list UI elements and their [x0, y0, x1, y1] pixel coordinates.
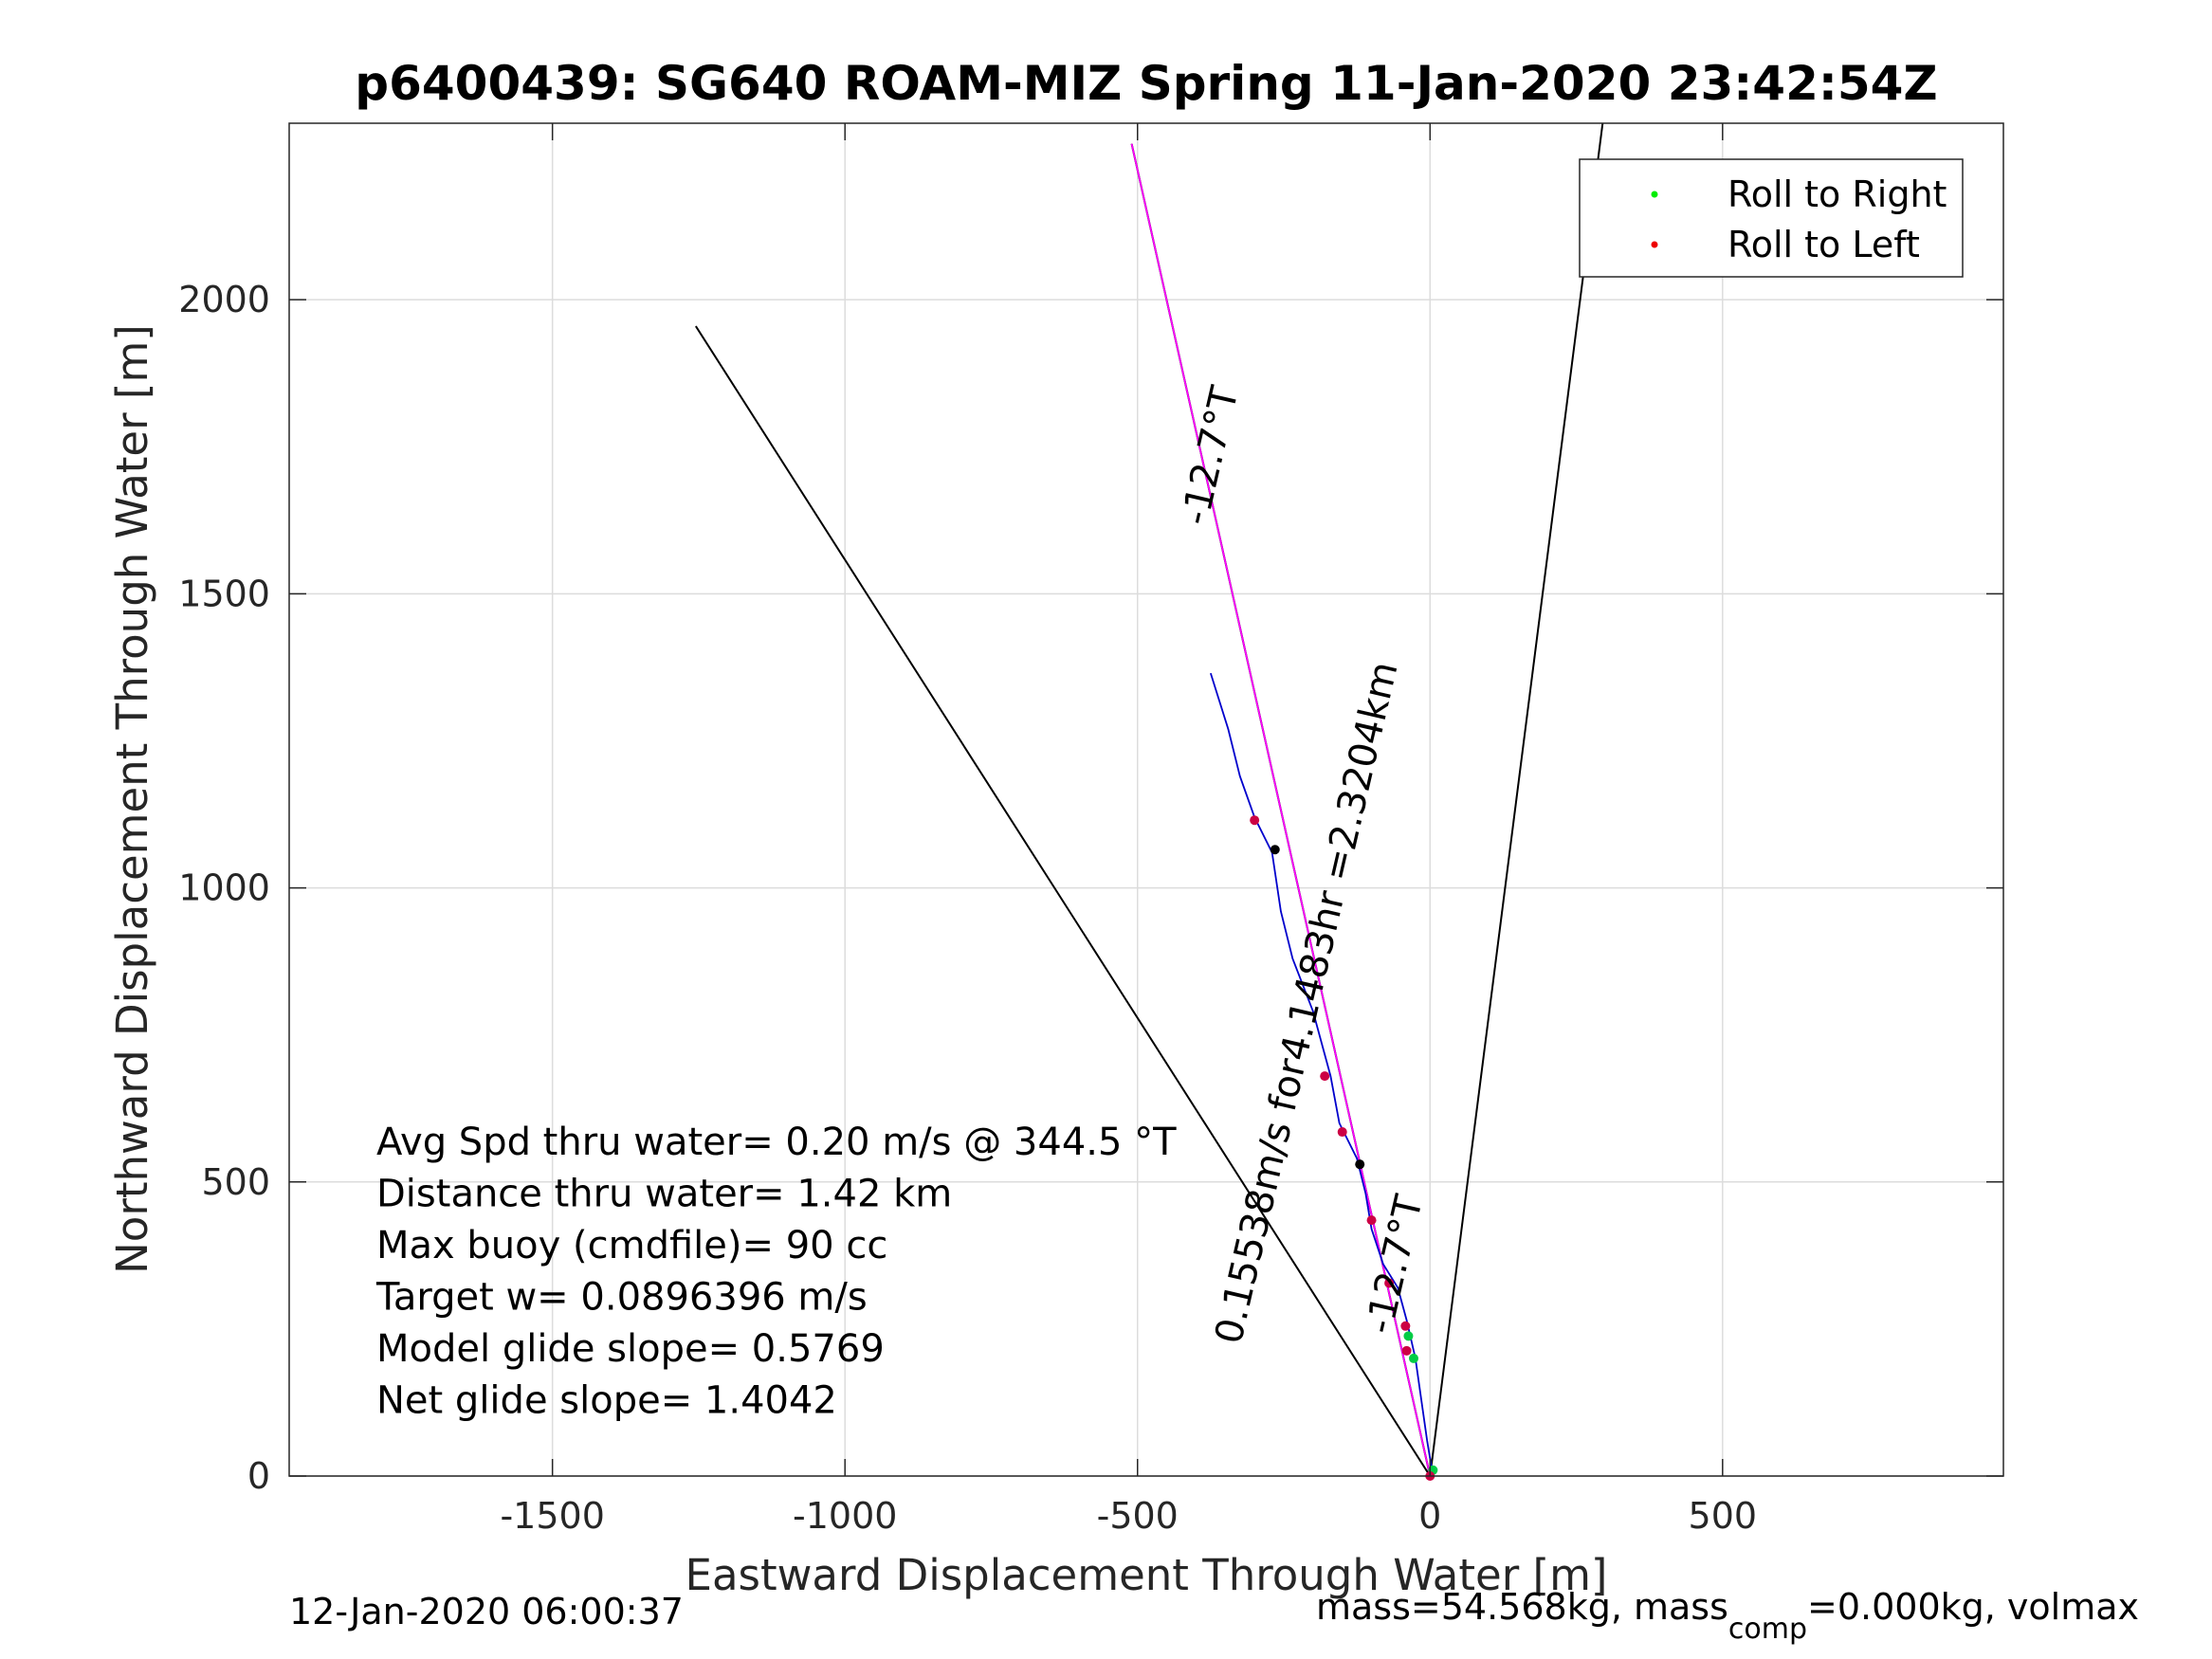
legend-roll-left-label: Roll to Left	[1728, 224, 1920, 265]
footer-timestamp: 12-Jan-2020 06:00:37	[289, 1591, 684, 1632]
x-axis-label: Eastward Displacement Through Water [m]	[686, 1550, 1608, 1600]
chart-title: p6400439: SG640 ROAM-MIZ Spring 11-Jan-2…	[355, 56, 1937, 111]
stats-block: Avg Spd thru water= 0.20 m/s @ 344.5 °T D…	[375, 1121, 1177, 1423]
stats-line: Target w= 0.0896396 m/s	[375, 1276, 868, 1320]
roll-left-point	[1400, 1321, 1411, 1331]
stats-line: Net glide slope= 1.4042	[376, 1379, 837, 1423]
x-tick-label: 500	[1689, 1495, 1758, 1537]
roll-right-point	[1403, 1331, 1414, 1341]
legend-roll-right-marker	[1651, 191, 1658, 198]
roll-left-point	[1384, 1278, 1395, 1288]
legend: Roll to Right Roll to Left	[1579, 158, 1964, 278]
legend-roll-left-marker	[1651, 241, 1658, 248]
stats-line: Max buoy (cmdfile)= 90 cc	[376, 1224, 887, 1267]
footer-mass-info: mass=54.568kg, masscomp=0.000kg, volmax	[1316, 1586, 2139, 1646]
y-tick-label: 500	[201, 1161, 270, 1203]
footer-mass-prefix: mass=54.568kg, mass	[1316, 1586, 1728, 1628]
model-glide-line	[695, 325, 1432, 1476]
y-tick-label: 1500	[178, 573, 270, 614]
roll-left-point	[1320, 1071, 1330, 1082]
footer-mass-suffix: =0.000kg, volmax	[1807, 1586, 2139, 1628]
roll-left-point	[1366, 1215, 1377, 1226]
roll-left-point	[1250, 815, 1260, 826]
y-axis-label: Northward Displacement Through Water [m]	[107, 324, 157, 1274]
heading-marker-point	[1355, 1159, 1365, 1170]
stats-line: Avg Spd thru water= 0.20 m/s @ 344.5 °T	[376, 1121, 1177, 1164]
heading-marker-point	[1270, 845, 1280, 855]
roll-right-point	[1408, 1353, 1418, 1363]
plot-area	[289, 123, 2003, 1476]
legend-roll-right-label: Roll to Right	[1728, 173, 1947, 215]
stats-line: Model glide slope= 0.5769	[376, 1327, 885, 1371]
roll-left-point	[1337, 1127, 1347, 1138]
axes-frame	[288, 122, 2004, 1477]
x-tick-label: -1000	[793, 1495, 897, 1537]
legend-box	[1579, 158, 1964, 278]
north-bound-line	[1429, 123, 1604, 1476]
x-tick-label: 0	[1418, 1495, 1441, 1537]
footer-mass-sub: comp	[1728, 1613, 1807, 1646]
axis-ticks: -1500 -1000 -500 0 500 0 500 1000 1500 2000	[178, 123, 2003, 1537]
y-tick-label: 1000	[178, 867, 270, 909]
y-tick-label: 0	[247, 1455, 270, 1497]
roll-left-point	[1401, 1345, 1412, 1356]
roll-points	[1250, 815, 1438, 1481]
x-tick-label: -1500	[500, 1495, 604, 1537]
stats-line: Distance thru water= 1.42 km	[376, 1173, 952, 1216]
x-tick-label: -500	[1097, 1495, 1179, 1537]
y-tick-label: 2000	[178, 279, 270, 320]
